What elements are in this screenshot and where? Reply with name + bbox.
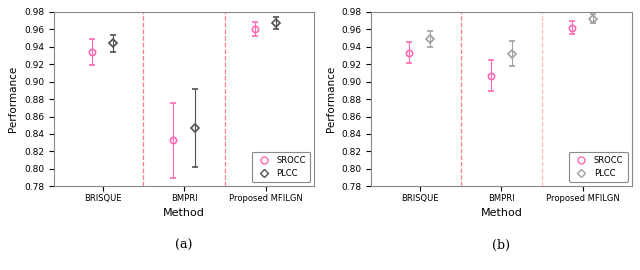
Text: (b): (b) <box>492 239 510 252</box>
X-axis label: Method: Method <box>163 208 205 218</box>
Text: (a): (a) <box>175 239 193 252</box>
Legend: SROCC, PLCC: SROCC, PLCC <box>569 152 627 182</box>
Y-axis label: Performance: Performance <box>8 66 19 132</box>
Y-axis label: Performance: Performance <box>326 66 335 132</box>
X-axis label: Method: Method <box>481 208 522 218</box>
Legend: SROCC, PLCC: SROCC, PLCC <box>252 152 310 182</box>
